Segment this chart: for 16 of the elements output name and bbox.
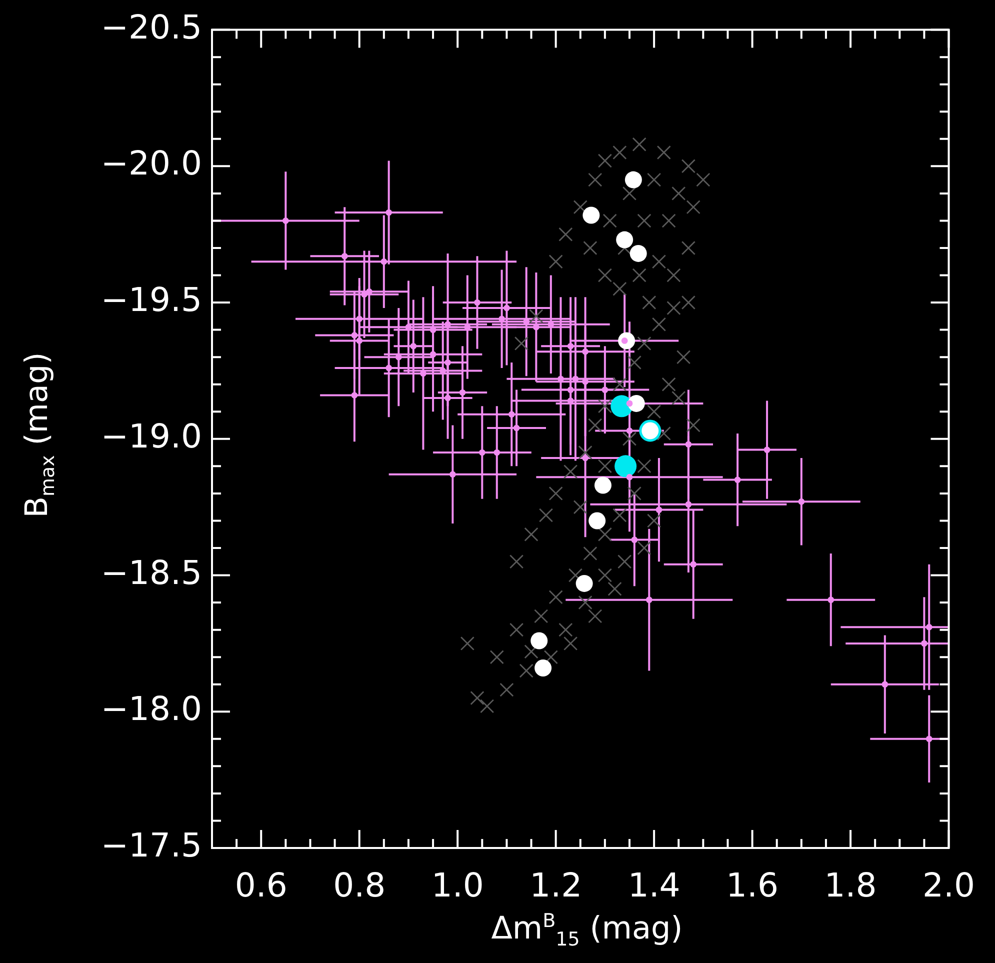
y-tick-label: −19.5	[100, 280, 202, 320]
y-tick-label: −20.0	[100, 144, 202, 183]
x-tick-label: 0.6	[234, 865, 288, 904]
y-tick-label: −18.5	[100, 552, 202, 592]
y-tick-label: −18.0	[100, 689, 202, 728]
y-tick-label: −17.5	[100, 826, 202, 865]
x-tick-label: 1.8	[824, 865, 877, 904]
x-tick-label: 1.6	[726, 865, 779, 904]
x-tick-label: 2.0	[922, 865, 975, 904]
x-tick-label: 1.2	[530, 865, 582, 904]
x-tick-label: 0.8	[333, 865, 386, 904]
y-tick-label: −19.0	[100, 416, 202, 456]
x-tick-label: 1.0	[431, 865, 484, 904]
x-tick-label: 1.4	[628, 865, 680, 904]
x-axis-title: Δm$^{B}$$_{15}$ (mag)	[491, 910, 683, 951]
y-tick-label: −20.5	[100, 7, 202, 46]
